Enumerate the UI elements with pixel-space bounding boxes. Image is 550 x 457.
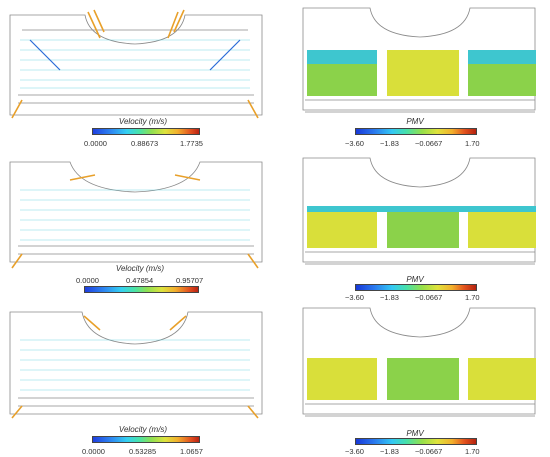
- velocity-colorbar: [92, 436, 200, 443]
- pmv-tick-3: −0.0667: [415, 139, 443, 148]
- pmv-legend-title: PMV: [406, 429, 424, 438]
- velocity-tick-mid: 0.47854: [126, 276, 154, 285]
- pmv-tick-2: −1.83: [380, 139, 399, 148]
- pmv-contour-view: [302, 7, 536, 113]
- pmv-tick-3: −0.0667: [415, 293, 443, 302]
- velocity-tick-min: 0.0000: [76, 276, 99, 285]
- pmv-tick-3: −0.0667: [415, 447, 443, 456]
- pmv-tick-4: 1.70: [465, 293, 480, 302]
- velocity-tick-min: 0.0000: [84, 139, 107, 148]
- velocity-colorbar: [84, 286, 199, 293]
- velocity-tick-mid: 0.53285: [129, 447, 157, 456]
- velocity-vector-field: [9, 311, 263, 419]
- velocity-legend-title: Velocity (m/s): [115, 264, 165, 273]
- velocity-tick-max: 1.7735: [180, 139, 203, 148]
- velocity-tick-min: 0.0000: [82, 447, 105, 456]
- velocity-vector-field: [9, 9, 263, 119]
- pmv-legend-title: PMV: [406, 275, 424, 284]
- velocity-panel-1: Velocity (m/s) 0.0000 0.88673 1.7735: [0, 0, 270, 150]
- velocity-legend-title: Velocity (m/s): [118, 425, 168, 434]
- velocity-tick-max: 0.95707: [176, 276, 204, 285]
- velocity-tick-max: 1.0657: [180, 447, 203, 456]
- pmv-legend-title: PMV: [406, 117, 424, 126]
- velocity-panel-2: Velocity (m/s) 0.0000 0.47854 0.95707: [0, 150, 270, 300]
- velocity-legend-title: Velocity (m/s): [118, 117, 168, 126]
- pmv-colorbar: [355, 284, 477, 291]
- pmv-panel-2: PMV −3.60 −1.83 −0.0667 1.70: [285, 150, 550, 302]
- pmv-tick-1: −3.60: [345, 447, 364, 456]
- velocity-vector-field: [9, 161, 263, 269]
- pmv-tick-4: 1.70: [465, 139, 480, 148]
- pmv-contour-view: [302, 157, 536, 265]
- pmv-tick-4: 1.70: [465, 447, 480, 456]
- pmv-tick-1: −3.60: [345, 293, 364, 302]
- pmv-tick-2: −1.83: [380, 293, 399, 302]
- pmv-contour-view: [302, 307, 536, 417]
- pmv-panel-1: PMV −3.60 −1.83 −0.0667 1.70: [285, 0, 550, 150]
- velocity-panel-3: Velocity (m/s) 0.0000 0.53285 1.0657: [0, 300, 270, 457]
- velocity-colorbar: [92, 128, 200, 135]
- pmv-tick-1: −3.60: [345, 139, 364, 148]
- velocity-tick-mid: 0.88673: [131, 139, 159, 148]
- pmv-colorbar: [355, 128, 477, 135]
- pmv-tick-2: −1.83: [380, 447, 399, 456]
- pmv-colorbar: [355, 438, 477, 445]
- pmv-panel-3: PMV −3.60 −1.83 −0.0667 1.70: [285, 300, 550, 457]
